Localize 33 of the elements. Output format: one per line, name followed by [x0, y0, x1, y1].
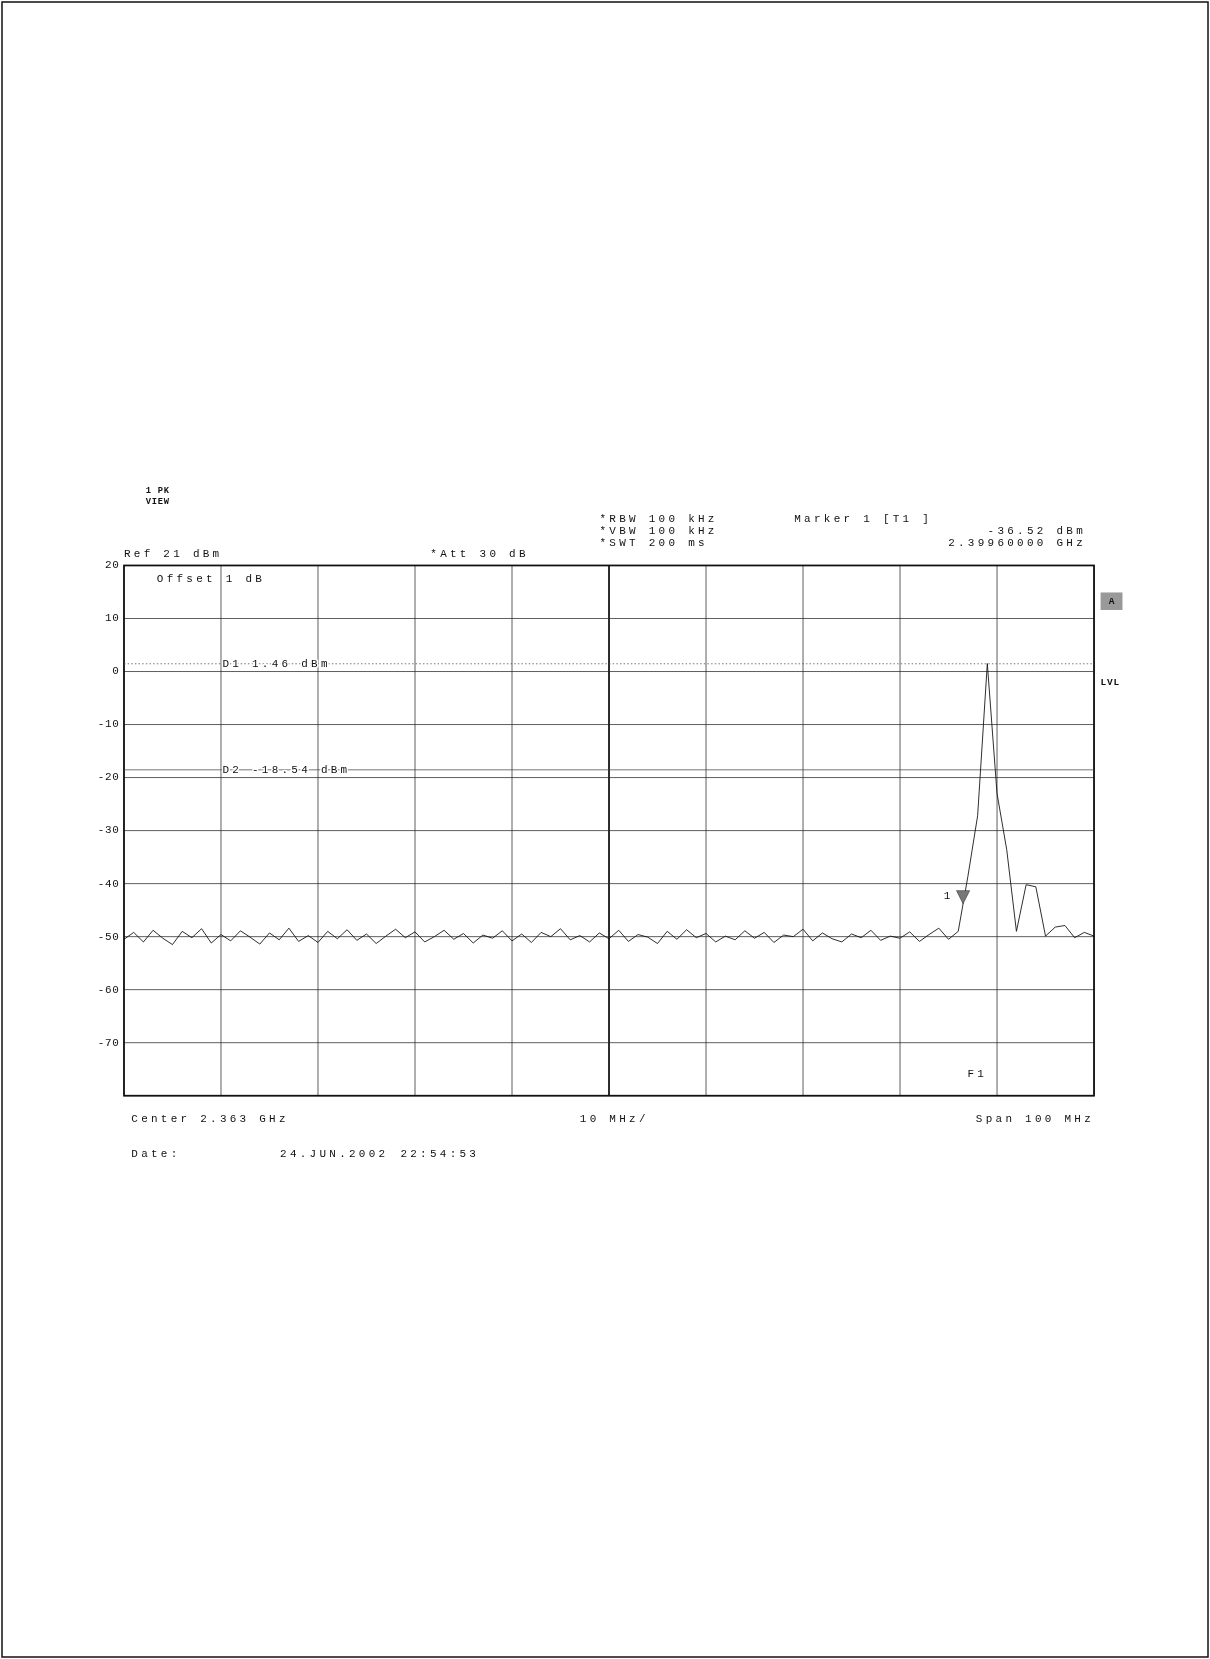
y-tick-label: -70	[97, 1036, 120, 1049]
text: Date:	[131, 1147, 181, 1160]
text: A	[1108, 595, 1115, 607]
y-tick-label: -60	[97, 983, 120, 996]
y-tick-label: -50	[97, 930, 120, 943]
text: VIEW	[145, 497, 170, 508]
y-tick-label: -20	[97, 771, 120, 784]
text: 10 MHz/	[579, 1112, 649, 1125]
text: Marker 1 [T1 ]	[794, 513, 933, 526]
annotation: Offset 1 dB	[156, 573, 266, 586]
text: Ref 21 dBm	[123, 548, 223, 561]
text: *RBW 100 kHz	[599, 513, 718, 526]
y-tick-label: -30	[97, 824, 120, 837]
text: LVL	[1100, 677, 1120, 689]
y-tick-label: 20	[105, 559, 120, 572]
text: 1 PK	[145, 485, 170, 496]
y-tick-label: -10	[97, 718, 120, 731]
annotation: F1	[967, 1067, 988, 1080]
text: 24.JUN.2002	[280, 1147, 389, 1160]
text: *VBW 100 kHz	[599, 525, 718, 538]
text: *Att 30 dB	[430, 548, 529, 561]
text: Span 100 MHz	[975, 1112, 1095, 1125]
text: *SWT 200 ms	[599, 536, 708, 549]
ref-line-label: D1 1.46 dBm	[222, 657, 331, 670]
text: -36.52 dBm	[987, 525, 1087, 538]
text: 22:54:53	[400, 1147, 480, 1160]
text: 2.39960000 GHz	[948, 536, 1087, 549]
text: Center 2.363 GHz	[131, 1112, 289, 1125]
annotation: 1	[943, 890, 951, 903]
ref-line-label: D2 -18.54 dBm	[222, 763, 351, 776]
y-tick-label: 10	[105, 612, 120, 625]
y-tick-label: -40	[97, 877, 120, 890]
y-tick-label: 0	[112, 665, 120, 678]
